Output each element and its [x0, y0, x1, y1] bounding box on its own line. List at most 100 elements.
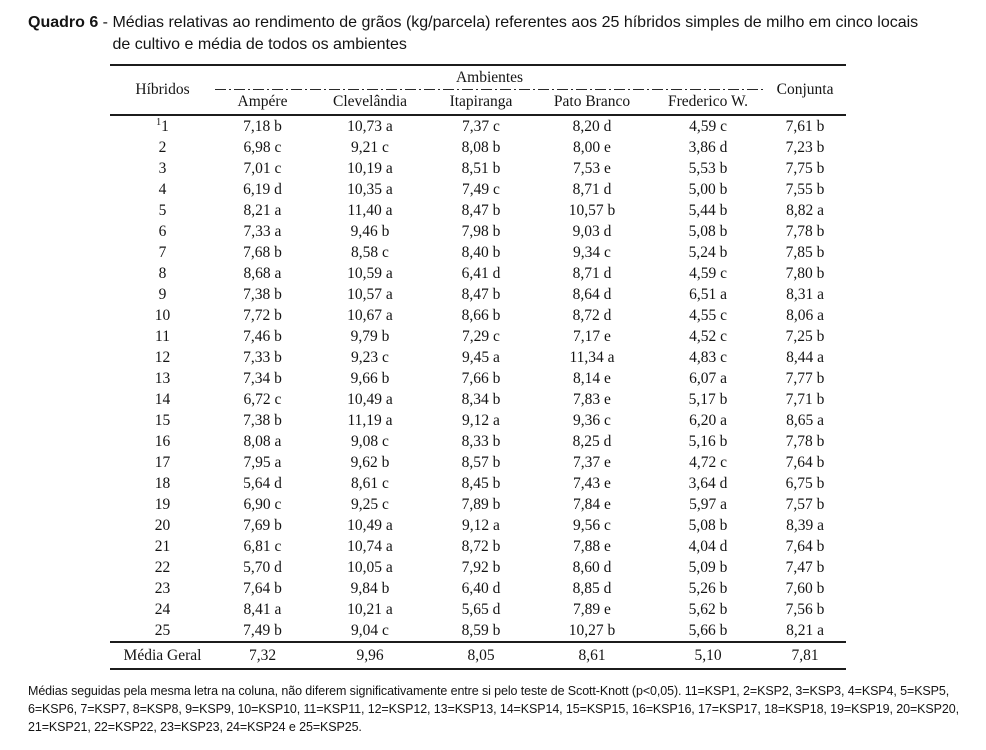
- yield-value: 10,67 a: [347, 307, 393, 324]
- hybrid-number: 7: [158, 244, 167, 261]
- yield-value: 7,88 e: [573, 538, 611, 555]
- yield-value: 9,04 c: [351, 622, 389, 639]
- yield-value: 11,40 a: [347, 202, 393, 219]
- yield-value: 8,45 b: [461, 475, 501, 492]
- yield-value: 8,08 b: [461, 139, 501, 156]
- yield-value: 8,57 b: [461, 454, 501, 471]
- yield-value: 5,53 b: [688, 160, 728, 177]
- caption-prefix: Quadro 6 -: [28, 12, 112, 56]
- table-row: 6 7,33 a 9,46 b 7,98 b 9,03 d 5,08 b 7,78 b: [110, 221, 846, 242]
- yield-value: 4,59 c: [689, 118, 727, 135]
- yield-value: 10,21 a: [347, 601, 393, 618]
- yield-value: 5,44 b: [688, 202, 728, 219]
- yield-value: 9,84 b: [350, 580, 390, 597]
- yield-value: 9,56 c: [573, 517, 611, 534]
- yield-value: 8,51 b: [461, 160, 501, 177]
- yield-value: 7,60 b: [785, 580, 825, 597]
- hybrid-number: 5: [158, 202, 167, 219]
- hybrid-number: 6: [158, 223, 167, 240]
- table-row: 2 6,98 c 9,21 c 8,08 b 8,00 e 3,86 d 7,23 b: [110, 137, 846, 158]
- yield-value: 5,65 d: [461, 601, 501, 618]
- yield-value: 10,27 b: [568, 622, 616, 639]
- header-location-1: Ampére: [215, 90, 310, 116]
- yield-value: 8,20 d: [572, 118, 612, 135]
- yield-value: 10,59 a: [347, 265, 393, 282]
- table-row: 7 7,68 b 8,58 c 8,40 b 9,34 c 5,24 b 7,85 b: [110, 242, 846, 263]
- yield-value: 10,35 a: [347, 181, 393, 198]
- header-ambientes: Ambientes: [215, 65, 765, 90]
- header-location-4: Pato Branco: [532, 90, 652, 116]
- hybrid-number: 20: [154, 517, 171, 534]
- yield-value: 9,03 d: [572, 223, 612, 240]
- hybrid-number: 15: [154, 412, 171, 429]
- yield-value: 8,14 e: [573, 370, 611, 387]
- hybrid-number: 19: [154, 496, 171, 513]
- yield-value: 11,19 a: [347, 412, 393, 429]
- yield-value: 9,45 a: [462, 349, 500, 366]
- yield-value: 7,18 b: [243, 118, 282, 135]
- hybrid-number: 11: [155, 328, 170, 345]
- yield-value: 8,65 a: [786, 412, 824, 429]
- yield-value: 6,75 b: [785, 475, 825, 492]
- yield-value: 9,79 b: [350, 328, 390, 345]
- yield-value: 8,25 d: [572, 433, 612, 450]
- yield-value: 4,04 d: [688, 538, 728, 555]
- column-mean: 7,32: [215, 641, 310, 669]
- hybrid-number: 23: [154, 580, 171, 597]
- yield-value: 8,00 e: [573, 139, 611, 156]
- caption-line1: Médias relativas ao rendimento de grãos …: [112, 14, 919, 31]
- yield-value: 8,71 d: [572, 265, 612, 282]
- yield-value: 7,80 b: [785, 265, 825, 282]
- yield-value: 10,73 a: [347, 118, 393, 135]
- yield-value: 6,19 d: [243, 181, 282, 198]
- yield-value: 8,44 a: [786, 349, 824, 366]
- yield-value: 10,57 b: [568, 202, 616, 219]
- yield-value: 5,24 b: [688, 244, 728, 261]
- hybrid-number: 12: [154, 349, 171, 366]
- table-row: 5 8,21 a 11,40 a 8,47 b 10,57 b 5,44 b 8,82 a: [110, 200, 846, 221]
- footer-label: Média Geral: [110, 641, 215, 669]
- yield-value: 4,83 c: [689, 349, 727, 366]
- yield-value: 8,64 d: [572, 286, 612, 303]
- yield-value: 7,49 c: [462, 181, 500, 198]
- yield-value: 9,66 b: [350, 370, 390, 387]
- table-row: 19 6,90 c 9,25 c 7,89 b 7,84 e 5,97 a 7,57 b: [110, 494, 846, 515]
- yield-value: 8,85 d: [572, 580, 612, 597]
- table-row: 15 7,38 b 11,19 a 9,12 a 9,36 c 6,20 a 8,65 a: [110, 410, 846, 431]
- yield-value: 8,68 a: [243, 265, 282, 282]
- yield-value: 6,51 a: [689, 286, 727, 303]
- yield-value: 7,75 b: [785, 160, 825, 177]
- yield-value: 8,21 a: [786, 622, 824, 639]
- hybrid-number: 14: [154, 391, 171, 408]
- yield-value: 5,09 b: [688, 559, 728, 576]
- yield-value: 7,37 c: [462, 118, 500, 135]
- footnote-marker: 1: [156, 116, 162, 128]
- yield-value: 9,23 c: [351, 349, 389, 366]
- yield-value: 7,98 b: [461, 223, 501, 240]
- table-row: 4 6,19 d 10,35 a 7,49 c 8,71 d 5,00 b 7,55 b: [110, 179, 846, 200]
- yield-value: 7,64 b: [243, 580, 282, 597]
- yield-value: 6,98 c: [243, 139, 282, 156]
- caption-text: Médias relativas ao rendimento de grãos …: [112, 12, 973, 56]
- yield-value: 3,64 d: [688, 475, 728, 492]
- locations-row: Ampére Clevelândia Itapiranga Pato Branco Fr…: [110, 90, 846, 116]
- yield-value: 8,06 a: [786, 307, 824, 324]
- yield-value: 8,08 a: [243, 433, 282, 450]
- yield-value: 8,47 b: [461, 286, 501, 303]
- table-row: 9 7,38 b 10,57 a 8,47 b 8,64 d 6,51 a 8,31 a: [110, 284, 846, 305]
- yield-value: 5,64 d: [243, 475, 282, 492]
- yield-value: 3,86 d: [688, 139, 728, 156]
- table-caption: Quadro 6 - Médias relativas ao rendiment…: [28, 12, 973, 56]
- yield-value: 4,59 c: [689, 265, 727, 282]
- yield-value: 5,08 b: [688, 223, 728, 240]
- yield-value: 7,01 c: [243, 160, 282, 177]
- yield-value: 7,43 e: [573, 475, 611, 492]
- yield-value: 4,52 c: [689, 328, 727, 345]
- yield-value: 8,33 b: [461, 433, 501, 450]
- yield-value: 7,53 e: [573, 160, 611, 177]
- yield-value: 7,23 b: [785, 139, 825, 156]
- yield-value: 9,34 c: [573, 244, 611, 261]
- yield-value: 7,29 c: [462, 328, 500, 345]
- yield-value: 7,78 b: [785, 223, 825, 240]
- yield-value: 8,39 a: [786, 517, 824, 534]
